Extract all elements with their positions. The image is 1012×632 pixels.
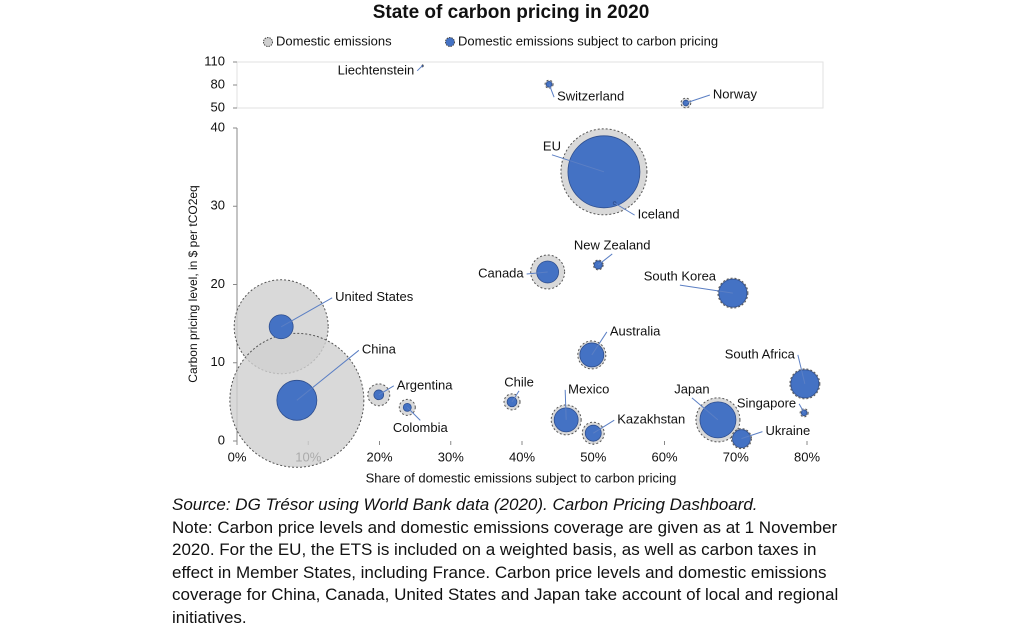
point-label: Canada <box>478 265 524 280</box>
leader-line <box>378 385 395 396</box>
legend-marker <box>263 37 273 47</box>
leader-line <box>798 403 805 414</box>
point-label: Liechtenstein <box>338 62 415 77</box>
leader-line <box>548 84 555 98</box>
x-tick-label: 30% <box>438 449 464 464</box>
leader-line <box>679 284 733 294</box>
leader-line <box>797 354 806 384</box>
x-tick-label: 60% <box>651 449 677 464</box>
leader-line <box>564 389 567 420</box>
y-tick-label: 80 <box>211 76 225 91</box>
x-axis-label: Share of domestic emissions subject to c… <box>366 470 677 485</box>
priced-bubble <box>373 389 385 401</box>
legend-label: Domestic emissions <box>276 33 392 48</box>
point-label: China <box>362 342 397 357</box>
legend-marker <box>445 37 455 47</box>
point-label: Ukraine <box>765 423 810 438</box>
priced-bubble <box>545 81 553 88</box>
chart: State of carbon pricing in 2020 Share of… <box>186 2 824 485</box>
leader-line <box>280 297 333 328</box>
point-label: Australia <box>610 323 661 338</box>
leader-line <box>685 94 711 104</box>
footnote: Source: DG Trésor using World Bank data … <box>172 494 852 629</box>
leader-line <box>406 406 421 421</box>
y-tick-label: 110 <box>204 53 225 68</box>
leader-line <box>416 65 423 72</box>
leader-line <box>741 431 763 440</box>
y-tick-label: 10 <box>211 354 225 369</box>
legend-label: Domestic emissions subject to carbon pri… <box>458 33 718 48</box>
point-label: Switzerland <box>557 89 624 104</box>
note: Note: Carbon price levels and domestic e… <box>172 517 839 627</box>
y-axis-label: Carbon pricing level, in $ per tCO2eq <box>186 185 200 382</box>
leader-line <box>597 253 613 266</box>
point-label: United States <box>335 289 414 304</box>
leader-line <box>526 271 548 275</box>
point-label: South Korea <box>644 269 717 284</box>
leader-line <box>591 331 608 356</box>
y-tick-label: 50 <box>211 99 225 114</box>
point-label: Japan <box>674 381 709 396</box>
point-label: Iceland <box>638 207 680 222</box>
leader-line <box>592 419 615 434</box>
y-tick-label: 20 <box>211 276 225 291</box>
point-label: EU <box>543 138 561 153</box>
point-label: Kazakhstan <box>617 412 685 427</box>
x-tick-label: 80% <box>794 449 820 464</box>
y-tick-label: 30 <box>211 198 225 213</box>
x-tick-label: 40% <box>509 449 535 464</box>
leader-line <box>691 397 719 421</box>
x-tick-label: 70% <box>723 449 749 464</box>
point-label: Argentina <box>397 377 453 392</box>
leader-line <box>296 349 360 401</box>
point-label: South Africa <box>725 346 796 361</box>
leader-line <box>511 390 520 403</box>
point-label: Norway <box>713 86 758 101</box>
point-label: Mexico <box>568 381 609 396</box>
point-label: Singapore <box>737 395 796 410</box>
point-label: New Zealand <box>574 237 651 252</box>
leader-line <box>551 154 605 173</box>
x-tick-label: 50% <box>580 449 606 464</box>
point-label: Chile <box>504 374 534 389</box>
y-tick-label: 40 <box>211 119 225 134</box>
source: Source: DG Trésor using World Bank data … <box>172 495 758 514</box>
leader-line <box>614 202 635 216</box>
chart-title: State of carbon pricing in 2020 <box>373 2 650 23</box>
x-tick-label: 0% <box>228 449 247 464</box>
y-tick-label: 0 <box>218 432 225 447</box>
x-tick-label: 20% <box>366 449 392 464</box>
point-label: Colombia <box>393 420 449 435</box>
